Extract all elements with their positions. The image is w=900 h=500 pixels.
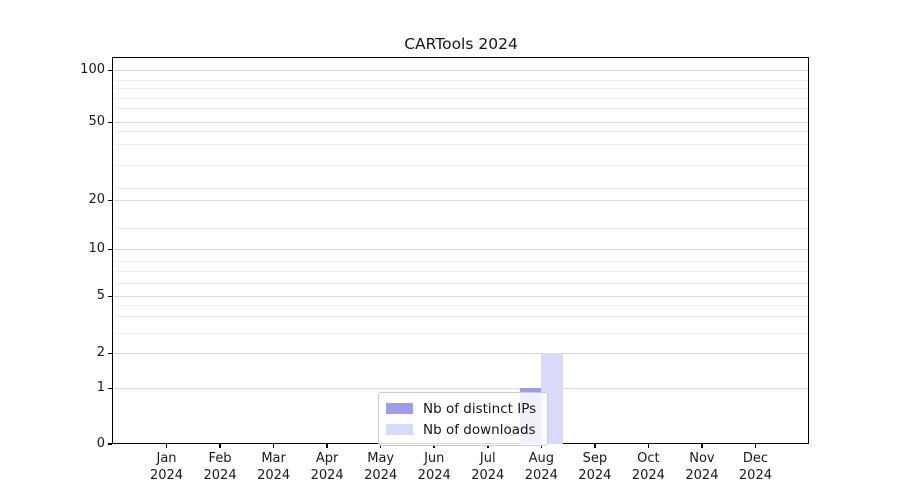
legend-swatch bbox=[386, 403, 413, 414]
legend-item: Nb of distinct IPs bbox=[386, 398, 539, 419]
x-axis-tick bbox=[165, 444, 168, 448]
gridline-minor bbox=[114, 316, 808, 317]
y-axis-tick bbox=[108, 295, 112, 298]
x-axis-tick bbox=[379, 444, 382, 448]
legend-item-label: Nb of distinct IPs bbox=[423, 400, 537, 417]
x-axis-tick-label: May 2024 bbox=[364, 451, 398, 483]
x-axis-tick-label: Oct 2024 bbox=[631, 451, 665, 483]
x-axis-tick-label: Sep 2024 bbox=[578, 451, 612, 483]
x-axis-tick bbox=[219, 444, 221, 448]
y-axis-tick-label: 1 bbox=[96, 380, 105, 395]
gridline-major bbox=[114, 70, 808, 71]
gridline-minor bbox=[114, 228, 808, 229]
legend-swatch bbox=[386, 424, 413, 435]
y-axis-tick bbox=[108, 69, 112, 72]
gridline-major bbox=[114, 296, 808, 297]
gridline-major bbox=[114, 353, 808, 354]
legend: Nb of distinct IPs Nb of downloads bbox=[378, 392, 548, 446]
chart-title: CARTools 2024 bbox=[404, 35, 518, 53]
gridline-major bbox=[114, 200, 808, 201]
x-axis-tick-label: Jun 2024 bbox=[417, 451, 451, 483]
x-axis-tick-label: Nov 2024 bbox=[685, 451, 719, 483]
gridline-major bbox=[114, 122, 808, 123]
legend-item: Nb of downloads bbox=[386, 419, 539, 440]
y-axis-tick bbox=[108, 443, 112, 445]
x-axis-tick bbox=[486, 444, 489, 448]
y-axis-tick bbox=[108, 387, 112, 390]
x-axis-tick bbox=[701, 444, 703, 448]
gridline-minor bbox=[114, 98, 808, 99]
y-axis-tick bbox=[108, 248, 112, 251]
gridline-major bbox=[114, 249, 808, 250]
plot-area bbox=[112, 57, 809, 444]
gridline-minor bbox=[114, 188, 808, 189]
gridline-minor bbox=[114, 271, 808, 272]
x-axis-tick-label: Aug 2024 bbox=[524, 451, 558, 483]
gridline-minor bbox=[114, 80, 808, 81]
y-axis-tick bbox=[108, 352, 112, 355]
x-axis-tick bbox=[754, 444, 757, 448]
x-axis-tick-label: Apr 2024 bbox=[310, 451, 344, 483]
x-axis-tick-label: Mar 2024 bbox=[257, 451, 291, 483]
gridline-minor bbox=[114, 261, 808, 262]
y-axis-tick-label: 100 bbox=[80, 62, 105, 77]
x-axis-tick bbox=[647, 444, 650, 448]
y-axis-tick-label: 20 bbox=[88, 192, 105, 207]
x-axis-tick bbox=[326, 444, 328, 448]
gridline-minor bbox=[114, 165, 808, 166]
x-axis-tick-label: Dec 2024 bbox=[738, 451, 772, 483]
y-axis-tick-label: 2 bbox=[96, 345, 105, 360]
gridline-minor bbox=[114, 333, 808, 334]
x-axis-tick bbox=[594, 444, 596, 448]
gridline-major bbox=[114, 388, 808, 389]
gridline-minor bbox=[114, 88, 808, 89]
gridline-minor bbox=[114, 305, 808, 306]
x-axis-tick-label: Jul 2024 bbox=[471, 451, 505, 483]
x-axis-tick-label: Jan 2024 bbox=[149, 451, 184, 483]
x-axis-tick bbox=[540, 444, 543, 448]
y-axis-tick-label: 50 bbox=[88, 114, 105, 129]
legend-item-label: Nb of downloads bbox=[423, 421, 536, 438]
gridline-minor bbox=[114, 283, 808, 284]
y-axis-tick-label: 10 bbox=[88, 241, 105, 256]
y-axis-tick bbox=[108, 199, 112, 202]
x-axis-tick bbox=[272, 444, 275, 448]
y-axis-tick-label: 5 bbox=[96, 288, 105, 303]
gridline-minor bbox=[114, 144, 808, 145]
x-axis-tick-label: Feb 2024 bbox=[203, 451, 237, 483]
y-axis-tick bbox=[108, 121, 112, 124]
gridline-minor bbox=[114, 131, 808, 132]
x-axis-tick bbox=[433, 444, 436, 448]
y-axis-tick-label: 0 bbox=[96, 435, 105, 451]
gridline-minor bbox=[114, 108, 808, 109]
